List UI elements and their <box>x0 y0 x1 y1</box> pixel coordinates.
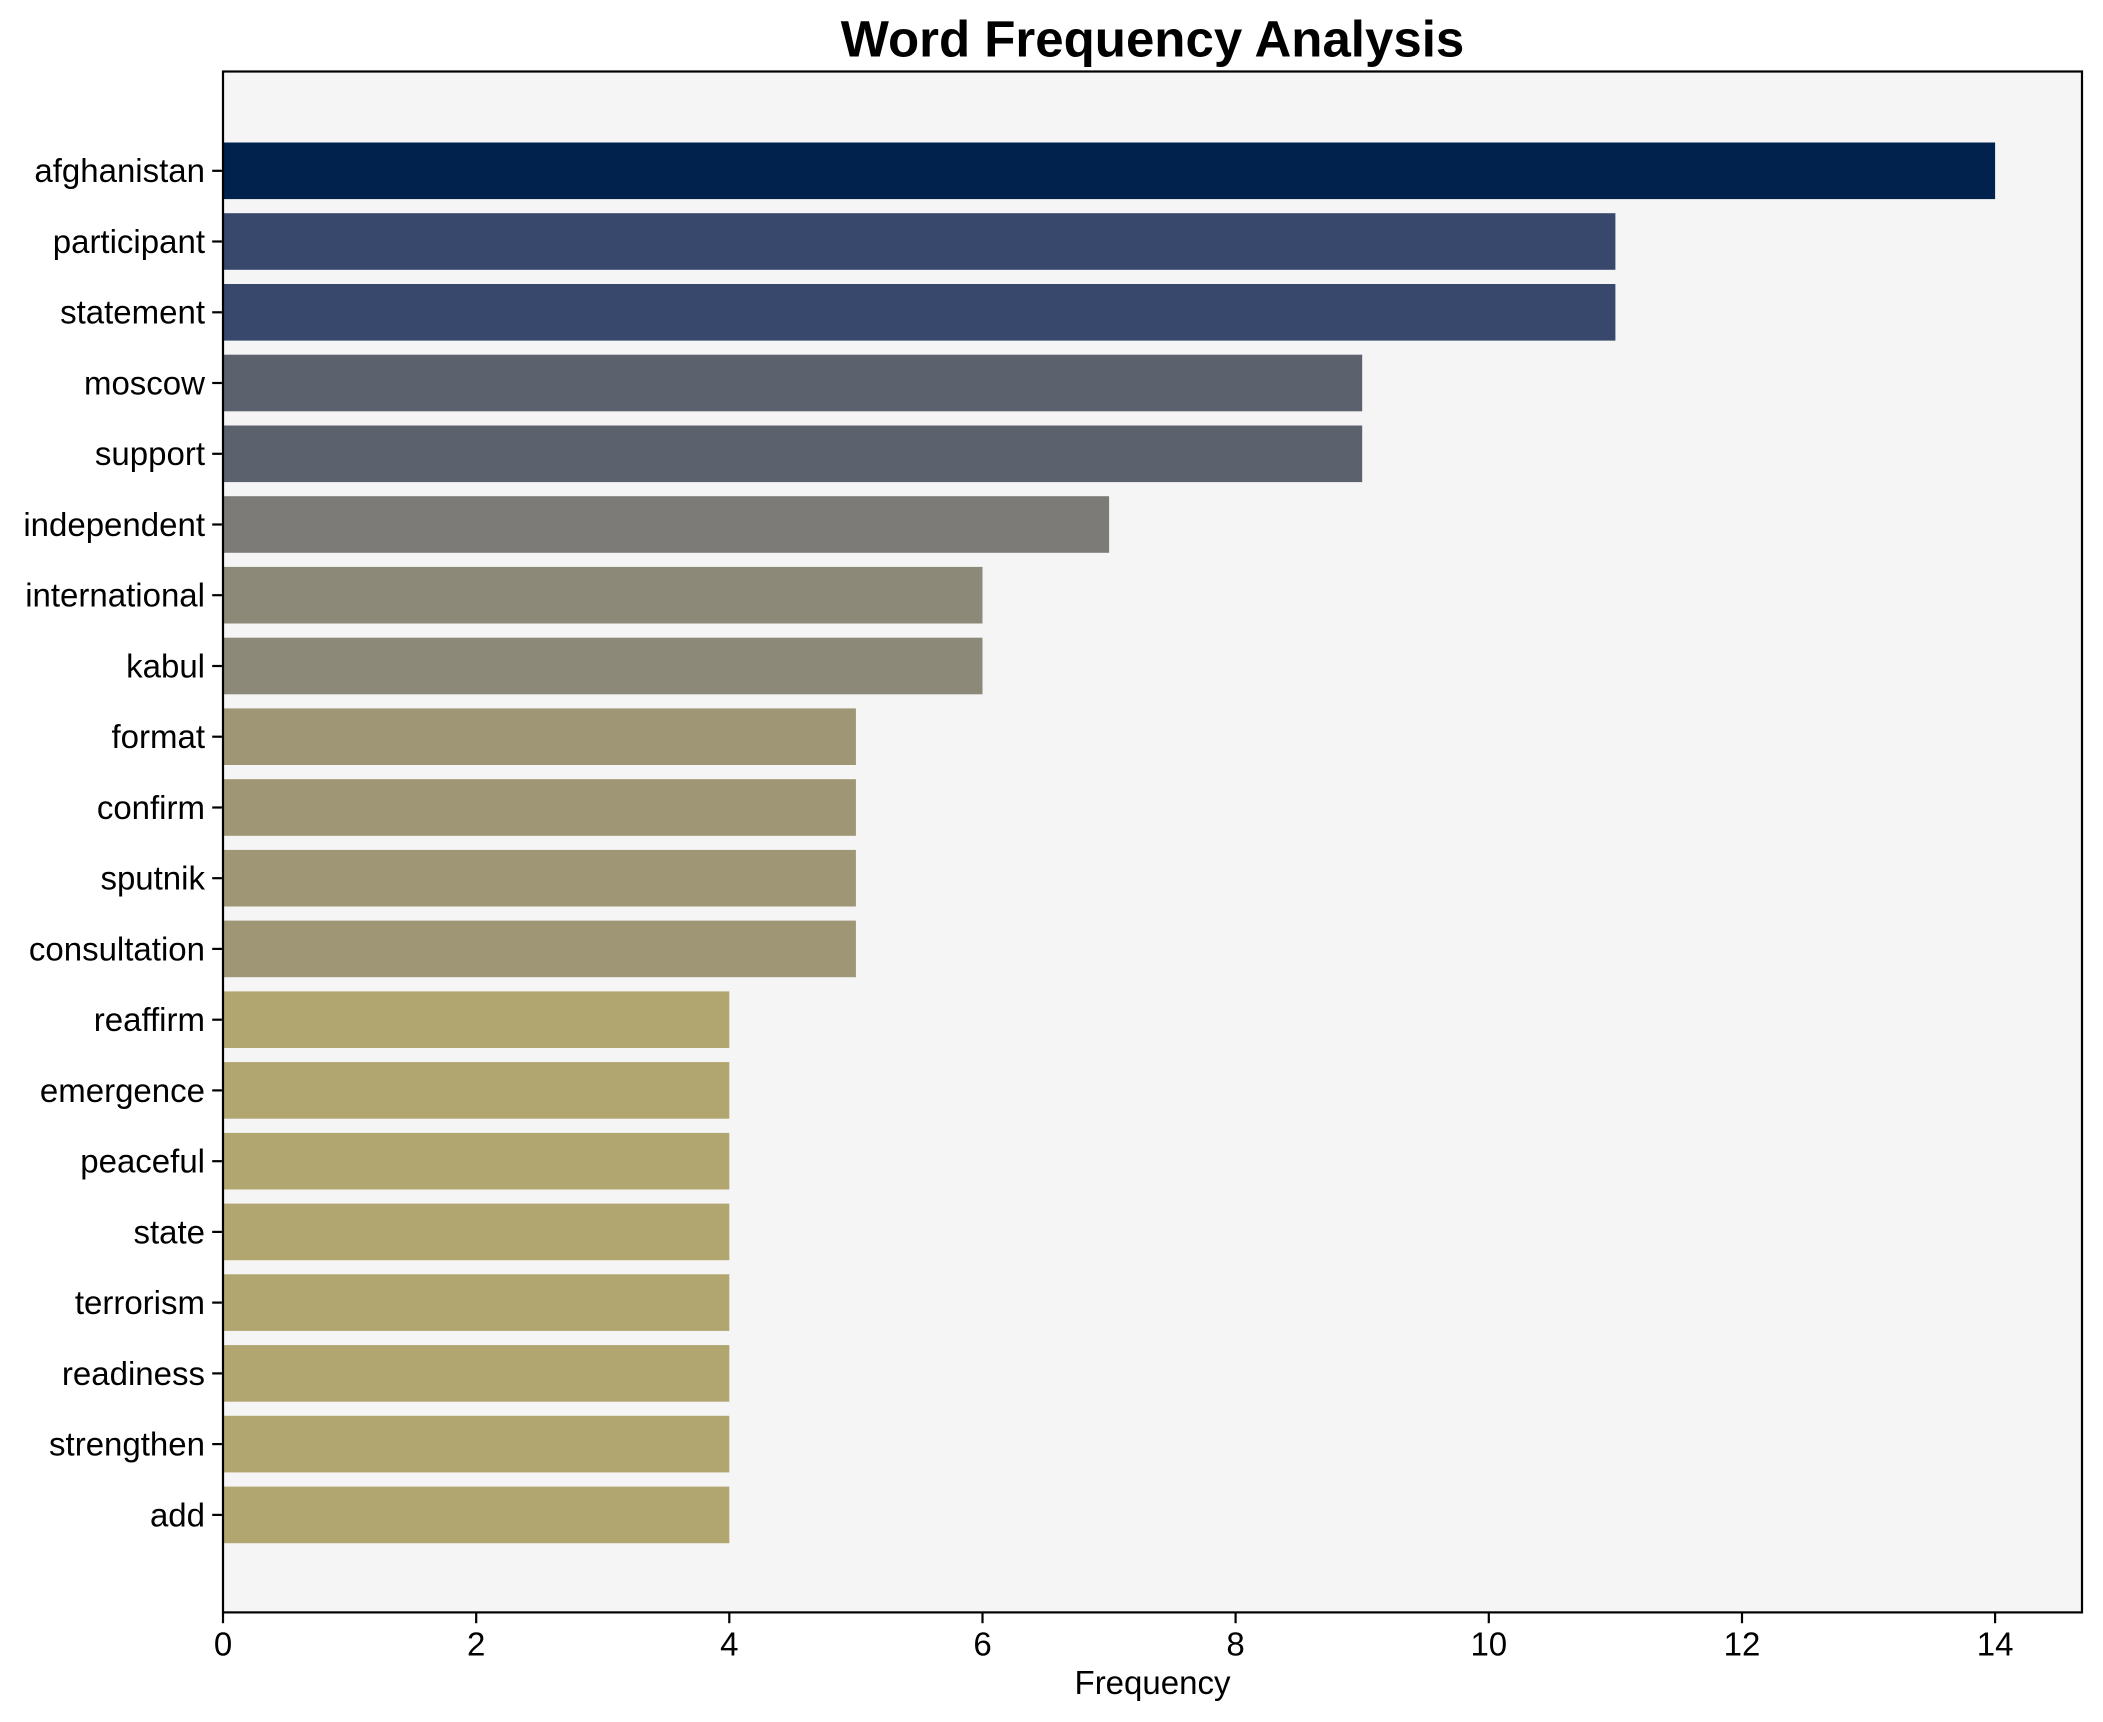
svg-text:6: 6 <box>973 1626 991 1663</box>
svg-text:moscow: moscow <box>84 364 205 401</box>
svg-text:kabul: kabul <box>126 647 205 684</box>
svg-text:Word Frequency Analysis: Word Frequency Analysis <box>841 11 1465 68</box>
svg-text:confirm: confirm <box>97 789 205 826</box>
svg-text:international: international <box>25 577 205 614</box>
svg-text:0: 0 <box>214 1626 232 1663</box>
svg-text:strengthen: strengthen <box>49 1426 205 1463</box>
svg-text:reaffirm: reaffirm <box>94 1001 205 1038</box>
svg-text:readiness: readiness <box>62 1355 205 1392</box>
svg-text:12: 12 <box>1724 1626 1761 1663</box>
svg-text:afghanistan: afghanistan <box>34 152 205 189</box>
svg-text:consultation: consultation <box>29 930 205 967</box>
svg-text:independent: independent <box>23 506 205 543</box>
svg-text:format: format <box>111 718 205 755</box>
svg-text:terrorism: terrorism <box>75 1284 205 1321</box>
svg-text:2: 2 <box>467 1626 485 1663</box>
svg-text:emergence: emergence <box>40 1072 205 1109</box>
svg-text:peaceful: peaceful <box>80 1143 205 1180</box>
svg-text:10: 10 <box>1470 1626 1507 1663</box>
svg-text:support: support <box>95 435 205 472</box>
svg-text:add: add <box>150 1496 205 1533</box>
svg-text:sputnik: sputnik <box>100 860 205 897</box>
svg-text:8: 8 <box>1226 1626 1244 1663</box>
svg-text:Frequency: Frequency <box>1075 1664 1231 1701</box>
svg-text:14: 14 <box>1977 1626 2014 1663</box>
svg-text:statement: statement <box>60 294 205 331</box>
svg-text:state: state <box>133 1213 205 1250</box>
svg-text:4: 4 <box>720 1626 738 1663</box>
svg-text:participant: participant <box>53 223 205 260</box>
